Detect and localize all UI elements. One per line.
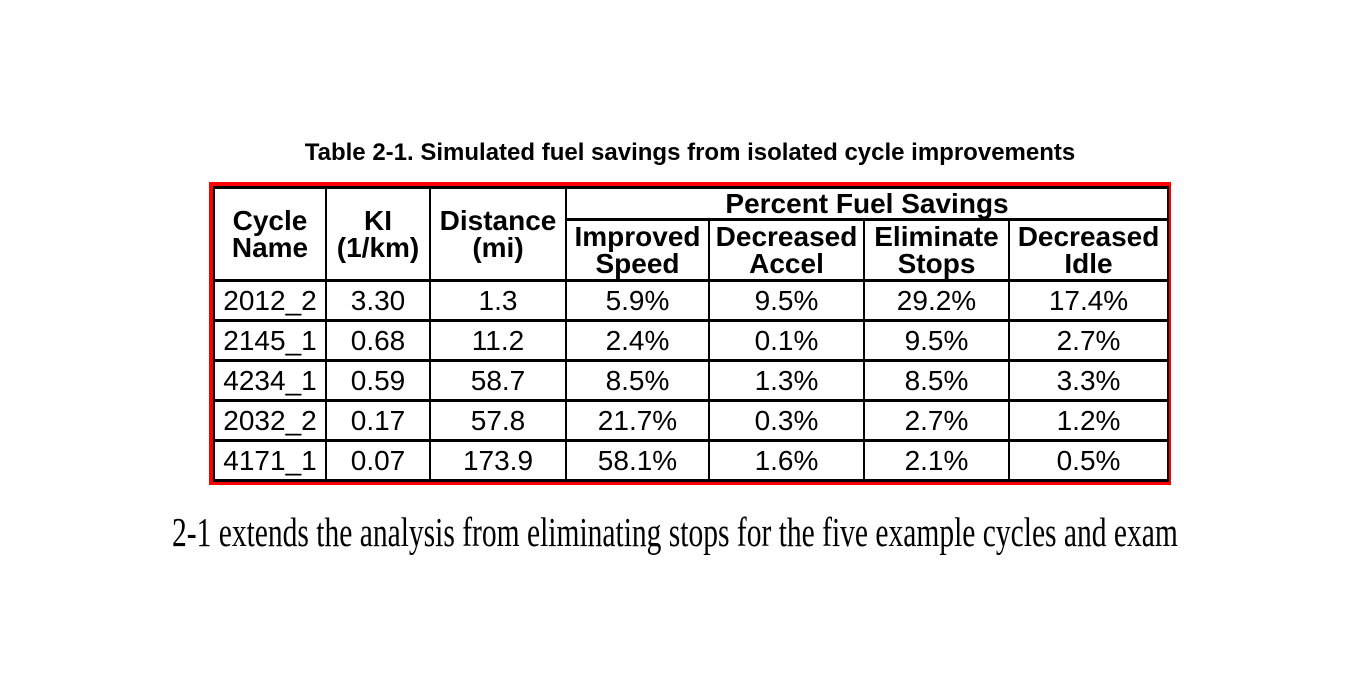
header-row-group: Cycle Name KI (1/km) Distance (mi) Perce… <box>213 186 1170 282</box>
header-line: KI <box>364 205 392 236</box>
header-line: Speed <box>595 248 680 279</box>
table-row: 2145_1 0.68 11.2 2.4% 0.1% 9.5% 2.7% <box>213 319 1170 362</box>
cell-eliminate-stops: 9.5% <box>863 319 1010 362</box>
header-line: (1/km) <box>336 232 420 263</box>
cell-improved-speed: 5.9% <box>565 279 710 322</box>
cell-improved-speed: 21.7% <box>565 399 710 442</box>
header-ki: KI (1/km) <box>325 186 431 282</box>
cell-distance: 57.8 <box>429 399 567 442</box>
header-decreased-accel: Decreased Accel <box>708 218 865 282</box>
cell-distance: 1.3 <box>429 279 567 322</box>
header-improved-speed: Improved Speed <box>565 218 710 282</box>
header-eliminate-stops: Eliminate Stops <box>863 218 1010 282</box>
header-line: Name <box>231 232 309 263</box>
cell-distance: 11.2 <box>429 319 567 362</box>
cell-distance: 173.9 <box>429 439 567 482</box>
header-line: Eliminate <box>874 221 999 252</box>
cell-improved-speed: 8.5% <box>565 359 710 402</box>
cell-eliminate-stops: 2.7% <box>863 399 1010 442</box>
cell-cycle-name: 4234_1 <box>213 359 327 402</box>
cell-ki: 0.68 <box>325 319 431 362</box>
header-line: Distance <box>439 205 557 236</box>
table-row: 4234_1 0.59 58.7 8.5% 1.3% 8.5% 3.3% <box>213 359 1170 402</box>
cell-decreased-accel: 1.6% <box>708 439 865 482</box>
fuel-savings-table: Cycle Name KI (1/km) Distance (mi) Perce… <box>213 186 1170 482</box>
table-row: 2012_2 3.30 1.3 5.9% 9.5% 29.2% 17.4% <box>213 279 1170 322</box>
header-line: (mi) <box>472 232 524 263</box>
cell-decreased-idle: 17.4% <box>1007 279 1170 322</box>
cell-cycle-name: 2145_1 <box>213 319 327 362</box>
header-line: Idle <box>1064 248 1113 279</box>
header-line: Stops <box>897 248 976 279</box>
header-line: Accel <box>749 248 824 279</box>
cell-decreased-accel: 0.1% <box>708 319 865 362</box>
cell-ki: 0.17 <box>325 399 431 442</box>
table-row: 4171_1 0.07 173.9 58.1% 1.6% 2.1% 0.5% <box>213 439 1170 482</box>
cell-ki: 3.30 <box>325 279 431 322</box>
cell-cycle-name: 2012_2 <box>213 279 327 322</box>
header-decreased-idle: Decreased Idle <box>1007 218 1170 282</box>
header-line: Decreased <box>715 221 858 252</box>
cell-decreased-accel: 0.3% <box>708 399 865 442</box>
cell-cycle-name: 2032_2 <box>213 399 327 442</box>
body-text: 2-1 extends the analysis from eliminatin… <box>172 509 1178 555</box>
cell-decreased-idle: 1.2% <box>1007 399 1170 442</box>
cell-improved-speed: 58.1% <box>565 439 710 482</box>
cell-ki: 0.59 <box>325 359 431 402</box>
header-distance: Distance (mi) <box>429 186 567 282</box>
header-line: Improved <box>574 221 701 252</box>
header-row-sub: Improved Speed Decreased Accel Eliminate… <box>214 218 1170 282</box>
cell-decreased-accel: 1.3% <box>708 359 865 402</box>
table-row: 2032_2 0.17 57.8 21.7% 0.3% 2.7% 1.2% <box>213 399 1170 442</box>
table-caption: Table 2-1. Simulated fuel savings from i… <box>304 139 1076 166</box>
cell-eliminate-stops: 29.2% <box>863 279 1010 322</box>
cell-ki: 0.07 <box>325 439 431 482</box>
cell-eliminate-stops: 2.1% <box>863 439 1010 482</box>
cell-improved-speed: 2.4% <box>565 319 710 362</box>
header-cycle-name: Cycle Name <box>213 186 327 282</box>
cell-eliminate-stops: 8.5% <box>863 359 1010 402</box>
header-line: Cycle <box>232 205 308 236</box>
cell-distance: 58.7 <box>429 359 567 402</box>
header-percent-fuel-savings: Percent Fuel Savings <box>564 186 1170 221</box>
cell-decreased-idle: 3.3% <box>1007 359 1170 402</box>
cell-cycle-name: 4171_1 <box>213 439 327 482</box>
cell-decreased-idle: 0.5% <box>1007 439 1170 482</box>
cell-decreased-idle: 2.7% <box>1007 319 1170 362</box>
table-red-outline: Cycle Name KI (1/km) Distance (mi) Perce… <box>209 182 1171 485</box>
cell-decreased-accel: 9.5% <box>708 279 865 322</box>
header-line: Decreased <box>1017 221 1160 252</box>
